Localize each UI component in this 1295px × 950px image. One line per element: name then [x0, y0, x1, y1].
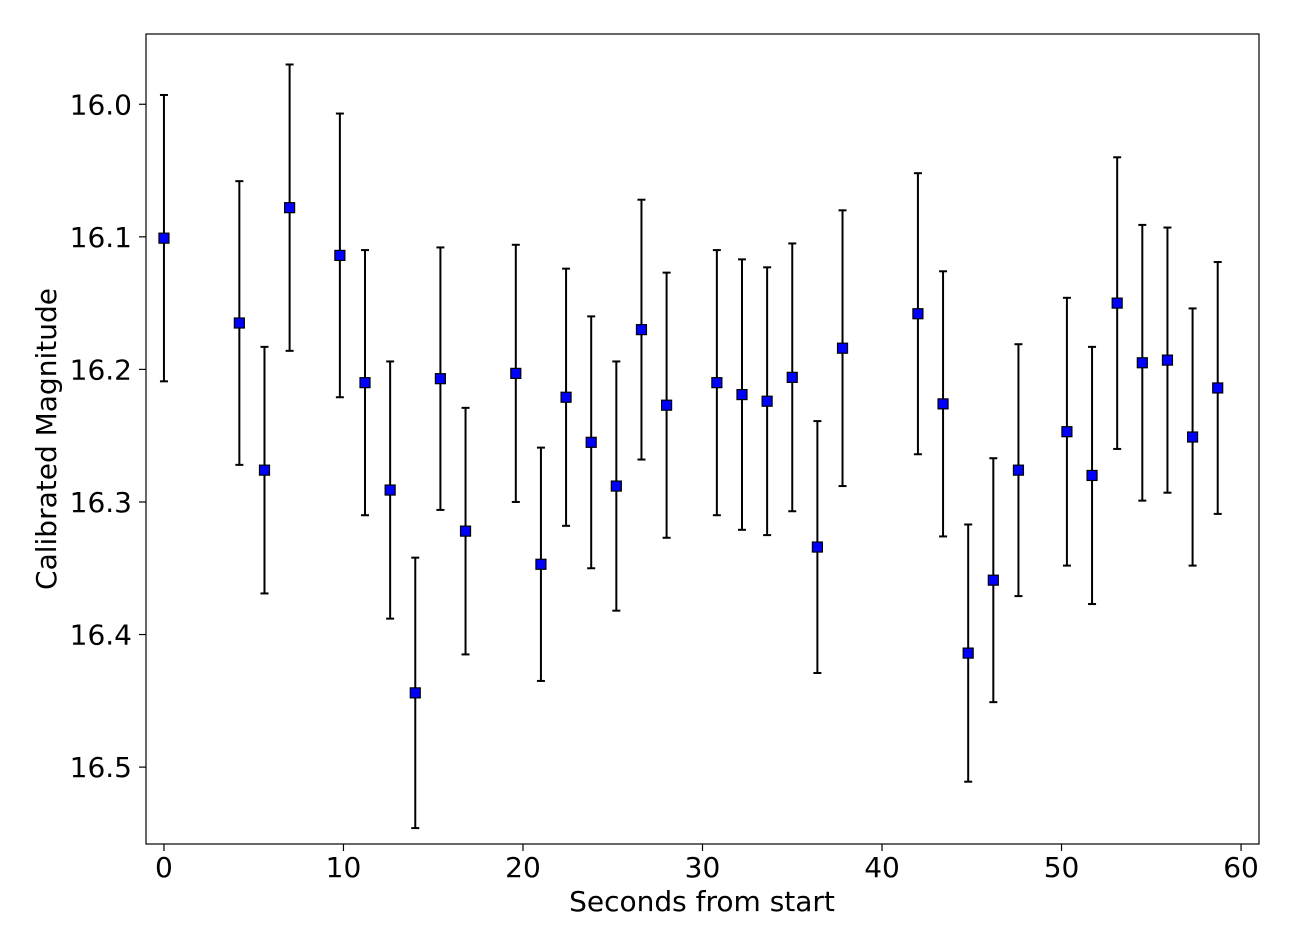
y-tick-label: 16.5 — [70, 751, 132, 784]
x-axis-label: Seconds from start — [569, 885, 835, 918]
data-point — [1186, 307, 1199, 567]
data-point — [1212, 261, 1224, 515]
data-point — [987, 457, 999, 704]
data-point — [535, 446, 547, 682]
y-axis-label: Calibrated Magnitude — [30, 288, 63, 590]
data-point — [962, 523, 974, 783]
x-tick-label: 60 — [1223, 851, 1259, 884]
data-point — [1161, 226, 1174, 494]
square-marker — [434, 373, 447, 385]
data-point — [459, 406, 472, 656]
square-marker — [585, 436, 597, 448]
square-marker — [1212, 382, 1224, 394]
x-axis: 0 10 20 30 40 50 60 — [155, 844, 1259, 884]
square-marker — [1012, 464, 1025, 476]
square-marker — [610, 480, 622, 492]
x-tick-label: 30 — [685, 851, 721, 884]
data-point — [258, 345, 271, 595]
data-point — [736, 258, 748, 531]
square-marker — [284, 202, 296, 214]
x-tick-label: 50 — [1044, 851, 1080, 884]
data-point — [786, 242, 798, 513]
square-marker — [459, 525, 472, 537]
y-tick-label: 16.1 — [70, 221, 132, 254]
x-tick-label: 0 — [155, 851, 173, 884]
square-marker — [359, 377, 371, 389]
square-marker — [1061, 426, 1073, 438]
data-point — [560, 267, 572, 527]
square-marker — [660, 399, 673, 411]
square-marker — [912, 308, 924, 320]
data-point — [334, 112, 346, 399]
square-marker — [409, 687, 421, 699]
x-tick-label: 40 — [864, 851, 900, 884]
data-point — [384, 360, 396, 620]
square-marker — [560, 391, 572, 403]
data-point — [836, 209, 849, 488]
square-marker — [233, 317, 245, 329]
square-marker — [811, 541, 823, 553]
square-marker — [786, 371, 798, 383]
square-marker — [1136, 357, 1148, 369]
data-point — [937, 270, 949, 538]
data-point — [761, 266, 773, 537]
data-point — [1086, 345, 1098, 606]
data-point — [1136, 223, 1148, 502]
square-marker — [736, 388, 748, 401]
data-point — [912, 172, 924, 456]
data-point — [1111, 156, 1123, 450]
square-marker — [987, 574, 999, 586]
data-point — [158, 93, 170, 383]
y-tick-label: 16.0 — [70, 88, 132, 121]
data-point — [610, 360, 622, 612]
square-marker — [1186, 431, 1199, 443]
data-point — [635, 198, 648, 461]
data-point — [811, 420, 823, 674]
square-marker — [937, 398, 949, 410]
square-marker — [158, 232, 170, 244]
square-marker — [510, 367, 522, 379]
y-tick-label: 16.3 — [70, 486, 132, 519]
x-tick-label: 20 — [505, 851, 541, 884]
data-point — [585, 315, 597, 570]
plot-area — [146, 34, 1259, 844]
y-tick-label: 16.4 — [70, 619, 132, 652]
data-point — [711, 249, 723, 517]
square-marker — [836, 342, 849, 354]
square-marker — [635, 324, 648, 336]
square-marker — [1086, 469, 1098, 482]
square-marker — [258, 464, 271, 476]
data-point — [284, 63, 296, 352]
data-point — [510, 243, 522, 503]
data-point — [409, 556, 421, 830]
data-point — [1061, 296, 1073, 567]
square-marker — [384, 484, 396, 496]
data-point — [434, 246, 447, 511]
data-point — [660, 271, 673, 539]
square-marker — [711, 377, 723, 389]
square-marker — [962, 647, 974, 659]
y-tick-label: 16.2 — [70, 353, 132, 386]
y-axis: 16.0 16.1 16.2 16.3 16.4 16.5 — [70, 88, 146, 784]
square-marker — [1111, 297, 1123, 309]
data-layer — [158, 63, 1224, 830]
square-marker — [1161, 354, 1174, 366]
square-marker — [761, 395, 773, 407]
square-marker — [535, 558, 547, 570]
data-point — [1012, 343, 1025, 598]
data-point — [359, 249, 371, 517]
data-point — [233, 180, 245, 466]
x-tick-label: 10 — [326, 851, 362, 884]
square-marker — [334, 249, 346, 261]
